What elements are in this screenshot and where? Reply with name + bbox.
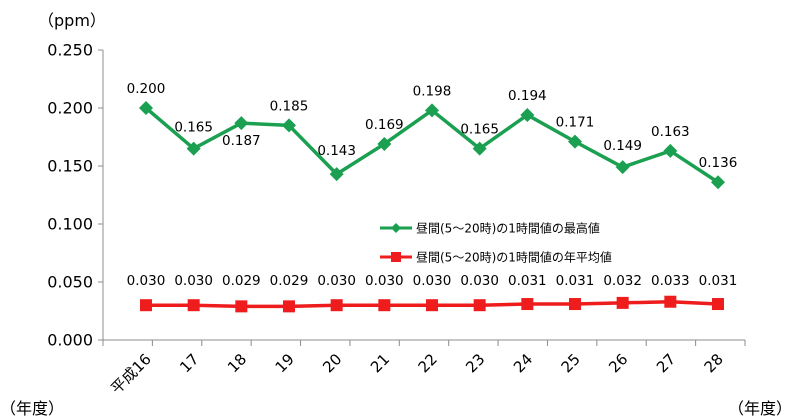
data-point [282, 118, 296, 133]
data-label: 0.149 [603, 138, 642, 154]
data-point [712, 298, 724, 311]
x-tick-label: 26 [605, 350, 631, 376]
legend-item: 昼間(5～20時)の1時間値の最高値 [380, 221, 600, 236]
x-tick-label: 20 [319, 350, 345, 376]
x-tick-label: 27 [653, 350, 679, 376]
data-label: 0.194 [508, 88, 547, 104]
data-point [187, 299, 200, 312]
series-1 [139, 101, 725, 190]
y-tick-label: 0.050 [47, 273, 93, 292]
data-label: 0.031 [508, 273, 547, 289]
data-point [616, 296, 629, 309]
x-tick-label: 21 [367, 350, 393, 376]
data-label: 0.143 [317, 143, 356, 159]
legend-label: 昼間(5～20時)の1時間値の年平均値 [416, 250, 612, 265]
data-point [664, 295, 677, 308]
data-label: 0.030 [460, 273, 499, 289]
y-tick-label: 0.150 [47, 157, 93, 176]
data-label: 0.029 [270, 273, 309, 289]
data-point [378, 299, 391, 312]
data-label: 0.165 [460, 122, 499, 138]
data-point [711, 175, 725, 190]
x-tick-label: 19 [272, 350, 298, 376]
data-label: 0.030 [174, 273, 213, 289]
data-label: 0.165 [174, 120, 213, 136]
data-point [330, 299, 343, 312]
data-point [663, 143, 678, 158]
x-tick-label: 25 [558, 350, 584, 376]
data-point [425, 103, 439, 118]
data-point [568, 134, 582, 149]
x-tick-label: 18 [224, 350, 250, 376]
data-point [426, 299, 438, 312]
data-label: 0.187 [222, 133, 261, 149]
y-axis: 0.000 0.050 0.100 0.150 0.200 0.250 [47, 41, 104, 350]
data-point [139, 101, 153, 115]
data-label: 0.030 [413, 273, 452, 289]
data-label: 0.033 [651, 273, 690, 289]
data-label: 0.169 [365, 117, 404, 133]
x-tick-label: 28 [701, 350, 727, 376]
legend-label: 昼間(5～20時)の1時間値の最高値 [416, 221, 600, 236]
data-point [520, 107, 535, 122]
x-tick-label: 24 [510, 350, 536, 376]
y-tick-label: 0.250 [47, 41, 93, 60]
data-label: 0.030 [317, 273, 356, 289]
data-label: 0.200 [127, 81, 166, 97]
x-axis-unit-left: （年度） [0, 399, 64, 418]
data-label: 0.031 [556, 273, 595, 289]
y-tick-label: 0.000 [47, 331, 93, 350]
data-point [186, 141, 201, 156]
x-axis-unit-right: （年度） [728, 399, 792, 418]
data-label: 0.030 [365, 273, 404, 289]
legend-marker [391, 252, 401, 262]
data-label: 0.032 [603, 273, 642, 289]
data-label: 0.029 [222, 273, 261, 289]
legend-item: 昼間(5～20時)の1時間値の年平均値 [380, 250, 612, 265]
x-tick-label: 平成16 [107, 350, 154, 397]
data-point [234, 116, 249, 131]
data-label: 0.031 [699, 273, 738, 289]
data-point [235, 300, 248, 313]
data-point [472, 141, 487, 156]
legend-marker [391, 223, 401, 233]
y-tick-label: 0.200 [47, 99, 93, 118]
y-tick-label: 0.100 [47, 215, 93, 234]
data-label: 0.185 [270, 98, 309, 114]
data-point [473, 299, 486, 312]
data-label: 0.030 [127, 273, 166, 289]
x-tick-label: 23 [462, 350, 488, 376]
series-2 [140, 295, 724, 313]
data-label: 0.171 [556, 115, 595, 131]
data-point [569, 298, 581, 311]
data-point [283, 300, 295, 313]
data-point [329, 167, 344, 182]
data-label: 0.163 [651, 124, 690, 140]
y-axis-unit: （ppm） [38, 11, 106, 30]
data-point [377, 136, 392, 151]
x-tick-label: 22 [415, 350, 441, 376]
data-point [521, 298, 534, 311]
data-point [140, 299, 152, 312]
data-point [615, 160, 630, 175]
series-group: 0.200 0.165 0.187 0.185 0.143 0.169 0.198 0.165… [127, 81, 738, 313]
data-label: 0.198 [413, 83, 452, 99]
x-tick-label: 17 [176, 350, 202, 376]
x-axis: 平成16 17 18 19 20 21 22 23 24 25 26 27 28 [102, 339, 746, 398]
data-label: 0.136 [699, 155, 738, 171]
